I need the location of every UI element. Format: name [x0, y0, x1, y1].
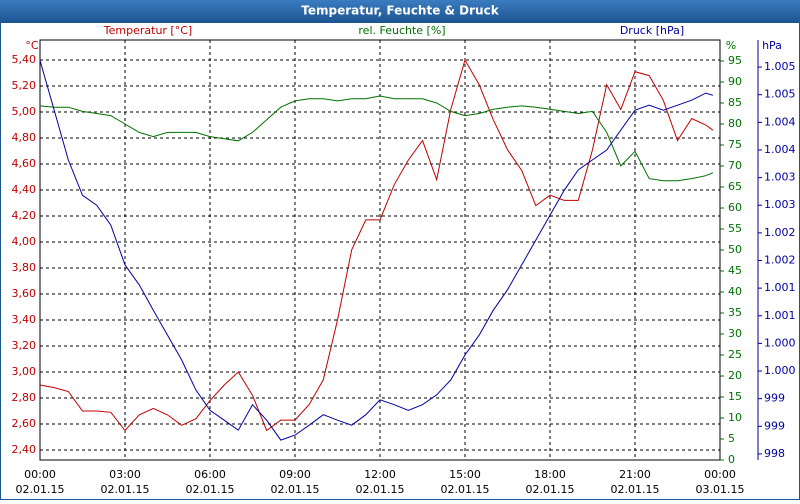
y2-tick-label: 45	[728, 264, 742, 277]
y2-tick-label: 65	[728, 180, 742, 193]
y3-tick-label: 1.003	[764, 171, 796, 184]
y-tick-label: 4,60	[12, 157, 37, 170]
x-tick-label: 12:00	[364, 468, 396, 481]
y-tick-label: 3,20	[12, 339, 37, 352]
x-tick-label: 03:00	[109, 468, 141, 481]
legend-label: rel. Feuchte [%]	[358, 24, 445, 37]
x-tick-date: 02.01.15	[271, 483, 320, 496]
x-tick-date: 03.01.15	[696, 483, 745, 496]
y3-tick-label: 998	[764, 447, 785, 460]
y2-tick-label: 15	[728, 390, 742, 403]
y-tick-label: 3,00	[12, 365, 37, 378]
series-line	[39, 60, 714, 441]
y2-tick-label: 10	[728, 411, 742, 424]
y-tick-label: 4,40	[12, 183, 37, 196]
x-tick-date: 02.01.15	[186, 483, 235, 496]
y3-tick-label: 1.003	[764, 198, 796, 211]
x-tick-label: 21:00	[619, 468, 651, 481]
series-line	[39, 58, 714, 432]
y2-tick-label: 25	[728, 348, 742, 361]
y2-tick-label: 55	[728, 222, 742, 235]
x-tick-date: 02.01.15	[16, 483, 65, 496]
y3-tick-label: 999	[764, 392, 785, 405]
x-tick-date: 02.01.15	[101, 483, 150, 496]
x-tick-label: 18:00	[534, 468, 566, 481]
x-tick-date: 02.01.15	[441, 483, 490, 496]
series-line	[39, 95, 714, 182]
y3-tick-label: 1.001	[764, 309, 796, 322]
y-tick-label: 5,00	[12, 105, 37, 118]
y3-tick-label: 1.000	[764, 336, 796, 349]
y-tick-label: 3,60	[12, 287, 37, 300]
x-tick-label: 09:00	[279, 468, 311, 481]
legend-label: Temperatur [°C]	[103, 24, 192, 37]
y3-tick-label: 1.005	[764, 88, 796, 101]
y3-tick-label: 1.004	[764, 115, 796, 128]
axis-unit: %	[726, 39, 736, 52]
y-tick-label: 5,40	[12, 53, 37, 66]
legend-label: Druck [hPa]	[620, 24, 684, 37]
y-tick-label: 5,20	[12, 79, 37, 92]
y2-tick-label: 40	[728, 285, 742, 298]
y-tick-label: 4,20	[12, 209, 37, 222]
x-tick-date: 02.01.15	[526, 483, 575, 496]
x-tick-label: 06:00	[194, 468, 226, 481]
y3-tick-label: 1.002	[764, 226, 796, 239]
y-tick-label: 2,80	[12, 391, 37, 404]
y2-tick-label: 60	[728, 201, 742, 214]
y-tick-label: 4,80	[12, 131, 37, 144]
chart-title: Temperatur, Feuchte & Druck	[301, 4, 499, 18]
y2-tick-label: 35	[728, 306, 742, 319]
axis-unit: hPa	[762, 39, 782, 52]
title-bar	[0, 0, 800, 22]
y2-tick-label: 5	[728, 432, 735, 445]
y3-tick-label: 1.005	[764, 60, 796, 73]
y2-tick-label: 90	[728, 75, 742, 88]
x-tick-label: 00:00	[704, 468, 736, 481]
x-tick-label: 15:00	[449, 468, 481, 481]
y3-tick-label: 1.004	[764, 143, 796, 156]
y2-tick-label: 75	[728, 138, 742, 151]
y2-tick-label: 70	[728, 159, 742, 172]
y-tick-label: 3,80	[12, 261, 37, 274]
x-tick-label: 00:00	[24, 468, 56, 481]
y3-tick-label: 1.000	[764, 364, 796, 377]
y2-tick-label: 50	[728, 243, 742, 256]
y3-tick-label: 999	[764, 419, 785, 432]
y2-tick-label: 80	[728, 117, 742, 130]
y-tick-label: 2,40	[12, 443, 37, 456]
y3-tick-label: 1.001	[764, 281, 796, 294]
y2-tick-label: 95	[728, 54, 742, 67]
y-tick-label: 4,00	[12, 235, 37, 248]
x-tick-date: 02.01.15	[611, 483, 660, 496]
y3-tick-label: 1.002	[764, 254, 796, 267]
y2-tick-label: 30	[728, 327, 742, 340]
y-tick-label: 3,40	[12, 313, 37, 326]
axis-unit: °C	[25, 39, 39, 52]
y2-tick-label: 20	[728, 369, 742, 382]
x-tick-date: 02.01.15	[356, 483, 405, 496]
y2-tick-label: 0	[728, 453, 735, 466]
y2-tick-label: 85	[728, 96, 742, 109]
y-tick-label: 2,60	[12, 417, 37, 430]
